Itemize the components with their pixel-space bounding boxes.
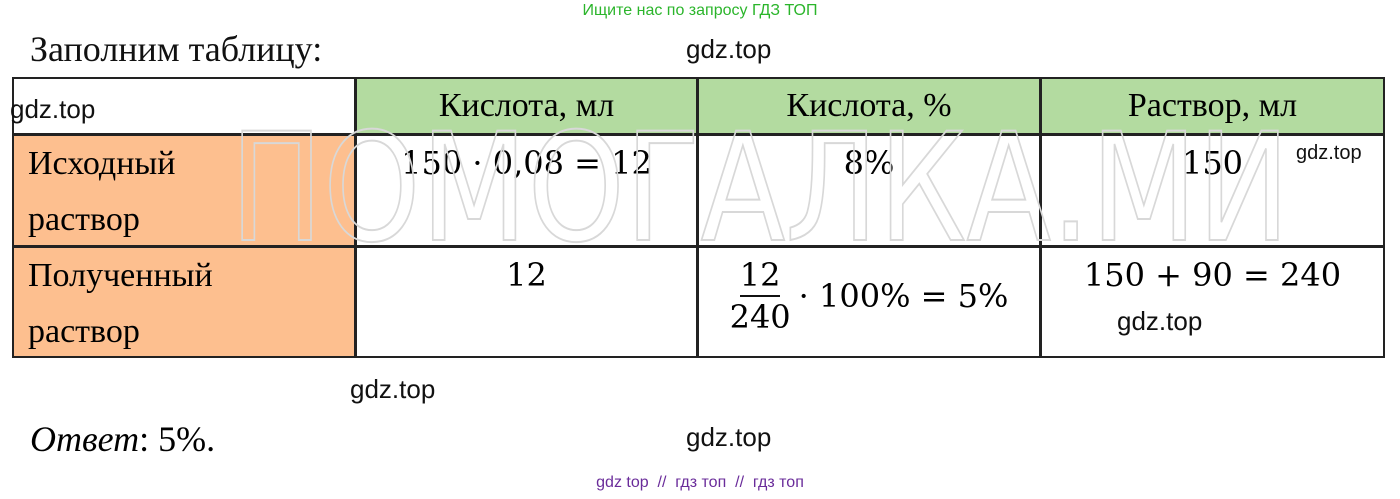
denominator: 240 xyxy=(729,298,791,336)
numerator: 12 xyxy=(739,255,781,297)
row-label: Полученный xyxy=(28,257,213,294)
row-label-cell: Полученный раствор xyxy=(12,246,356,358)
header-cell: Кислота, % xyxy=(697,77,1041,135)
value-cell: 12 240 · 100% = 5% xyxy=(697,246,1041,358)
formula-rest: · 100% = 5% xyxy=(798,277,1009,315)
watermark: gdz.top xyxy=(686,422,772,452)
row-label: раствор xyxy=(28,313,140,350)
top-banner: Ищите нас по запросу ГДЗ ТОП xyxy=(582,2,818,19)
value-cell: 150 + 90 = 240 xyxy=(1040,246,1385,358)
value-cell: 12 xyxy=(355,246,698,358)
formula: 12 240 · 100% = 5% xyxy=(730,255,1009,337)
header-cell: Раствор, мл xyxy=(1040,77,1385,135)
value-cell: 150 · 0,08 = 12 xyxy=(355,134,698,247)
watermark: gdz.top xyxy=(10,94,96,124)
row-label: раствор xyxy=(28,201,140,238)
footer: gdz top // гдз топ // гдз топ xyxy=(596,474,804,491)
intro: Заполним таблицу: xyxy=(30,29,323,69)
watermark: gdz.top xyxy=(686,34,772,64)
answer-label: Ответ xyxy=(30,419,140,459)
row-label-cell: Исходный раствор xyxy=(12,134,356,247)
row-label: Исходный xyxy=(28,145,176,182)
fraction: 12 240 xyxy=(730,255,791,337)
header-cell: Кислота, мл xyxy=(355,77,698,135)
answer-text: : 5%. xyxy=(139,419,216,459)
watermark: gdz.top xyxy=(350,374,436,404)
watermark: gdz.top xyxy=(1117,306,1203,336)
answer: Ответ: 5%. xyxy=(30,418,215,460)
watermark: gdz.top xyxy=(1296,142,1362,164)
value-cell: 8% xyxy=(697,134,1041,247)
